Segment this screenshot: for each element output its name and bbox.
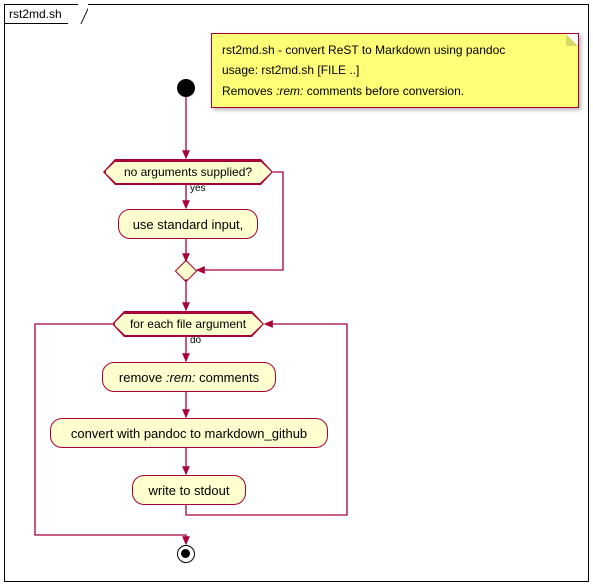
activity-stdin-label: use standard input, xyxy=(133,217,244,232)
activity-write: write to stdout xyxy=(132,475,246,505)
remove-post: comments xyxy=(196,370,260,385)
note-fold xyxy=(566,34,578,46)
activity-stdin: use standard input, xyxy=(118,209,258,239)
note-line3-em: :rem: xyxy=(276,84,303,98)
edge-label-do: do xyxy=(190,335,201,346)
activity-convert-label: convert with pandoc to markdown_github xyxy=(71,426,307,441)
remove-em: :rem: xyxy=(166,370,196,385)
loop-header: for each file argument xyxy=(114,313,263,336)
note-line3-pre: Removes xyxy=(222,84,276,98)
note-box: rst2md.sh - convert ReST to Markdown usi… xyxy=(211,33,579,108)
edge-label-yes: yes xyxy=(190,183,206,194)
frame-tab-notch xyxy=(78,4,88,24)
note-line3: Removes :rem: comments before conversion… xyxy=(222,81,568,101)
decision-arguments-label: no arguments supplied? xyxy=(124,165,252,179)
frame-title: rst2md.sh xyxy=(4,4,68,24)
diagram-frame: rst2md.sh rst2md.sh - convert ReST to Ma… xyxy=(4,4,589,582)
decision-arguments: no arguments supplied? xyxy=(105,161,272,184)
end-node xyxy=(177,545,195,563)
remove-pre: remove xyxy=(119,370,166,385)
note-line1: rst2md.sh - convert ReST to Markdown usi… xyxy=(222,40,568,60)
start-node xyxy=(177,79,195,97)
note-line3-post: comments before conversion. xyxy=(303,84,464,98)
loop-header-label: for each file argument xyxy=(130,317,246,331)
activity-remove-rem-label: remove :rem: comments xyxy=(119,370,259,385)
note-line2: usage: rst2md.sh [FILE ..] xyxy=(222,60,568,80)
activity-write-label: write to stdout xyxy=(149,483,230,498)
merge-diamond xyxy=(175,260,198,283)
activity-convert: convert with pandoc to markdown_github xyxy=(50,418,328,448)
activity-remove-rem: remove :rem: comments xyxy=(102,362,276,392)
